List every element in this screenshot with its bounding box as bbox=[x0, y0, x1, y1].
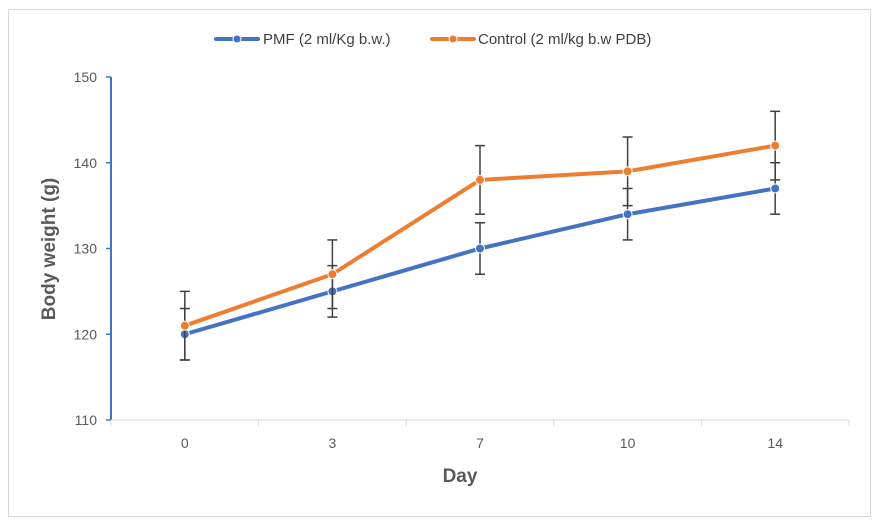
legend-label-control: Control (2 ml/kg b.w PDB) bbox=[478, 31, 651, 48]
x-tick-label: 10 bbox=[620, 435, 636, 451]
legend: PMF (2 ml/Kg b.w.) Control (2 ml/kg b.w … bbox=[214, 31, 651, 48]
x-axis-title: Day bbox=[443, 466, 478, 487]
y-tick-label: 130 bbox=[74, 241, 98, 257]
chart-area bbox=[8, 9, 871, 517]
data-point bbox=[622, 166, 633, 177]
data-point bbox=[475, 174, 485, 185]
series-1 bbox=[179, 110, 781, 361]
y-tick-label: 110 bbox=[75, 412, 98, 428]
legend-marker-control bbox=[448, 34, 458, 44]
y-tick-label: 150 bbox=[74, 69, 98, 85]
x-axis-ticks: 0 3 7 10 14 bbox=[110, 420, 850, 451]
legend-item-control: Control (2 ml/kg b.w PDB) bbox=[430, 31, 651, 48]
y-tick-label: 140 bbox=[74, 155, 98, 171]
x-tick-label: 14 bbox=[767, 435, 783, 451]
y-axis-ticks: 110 120 130 140 150 bbox=[74, 69, 111, 428]
legend-marker-pmf bbox=[232, 34, 242, 44]
data-point bbox=[179, 320, 190, 331]
x-tick-label: 0 bbox=[181, 435, 189, 451]
y-tick-label: 120 bbox=[74, 326, 98, 342]
y-axis-title: Body weight (g) bbox=[39, 178, 60, 320]
data-point bbox=[475, 243, 485, 254]
data-point bbox=[770, 183, 781, 194]
legend-item-pmf: PMF (2 ml/Kg b.w.) bbox=[214, 31, 391, 48]
x-tick-label: 3 bbox=[329, 435, 337, 451]
x-tick-label: 7 bbox=[476, 435, 484, 451]
data-point bbox=[770, 140, 781, 151]
data-point bbox=[327, 269, 338, 280]
data-point bbox=[622, 209, 633, 220]
series-layer bbox=[179, 110, 781, 361]
legend-label-pmf: PMF (2 ml/Kg b.w.) bbox=[263, 31, 391, 48]
